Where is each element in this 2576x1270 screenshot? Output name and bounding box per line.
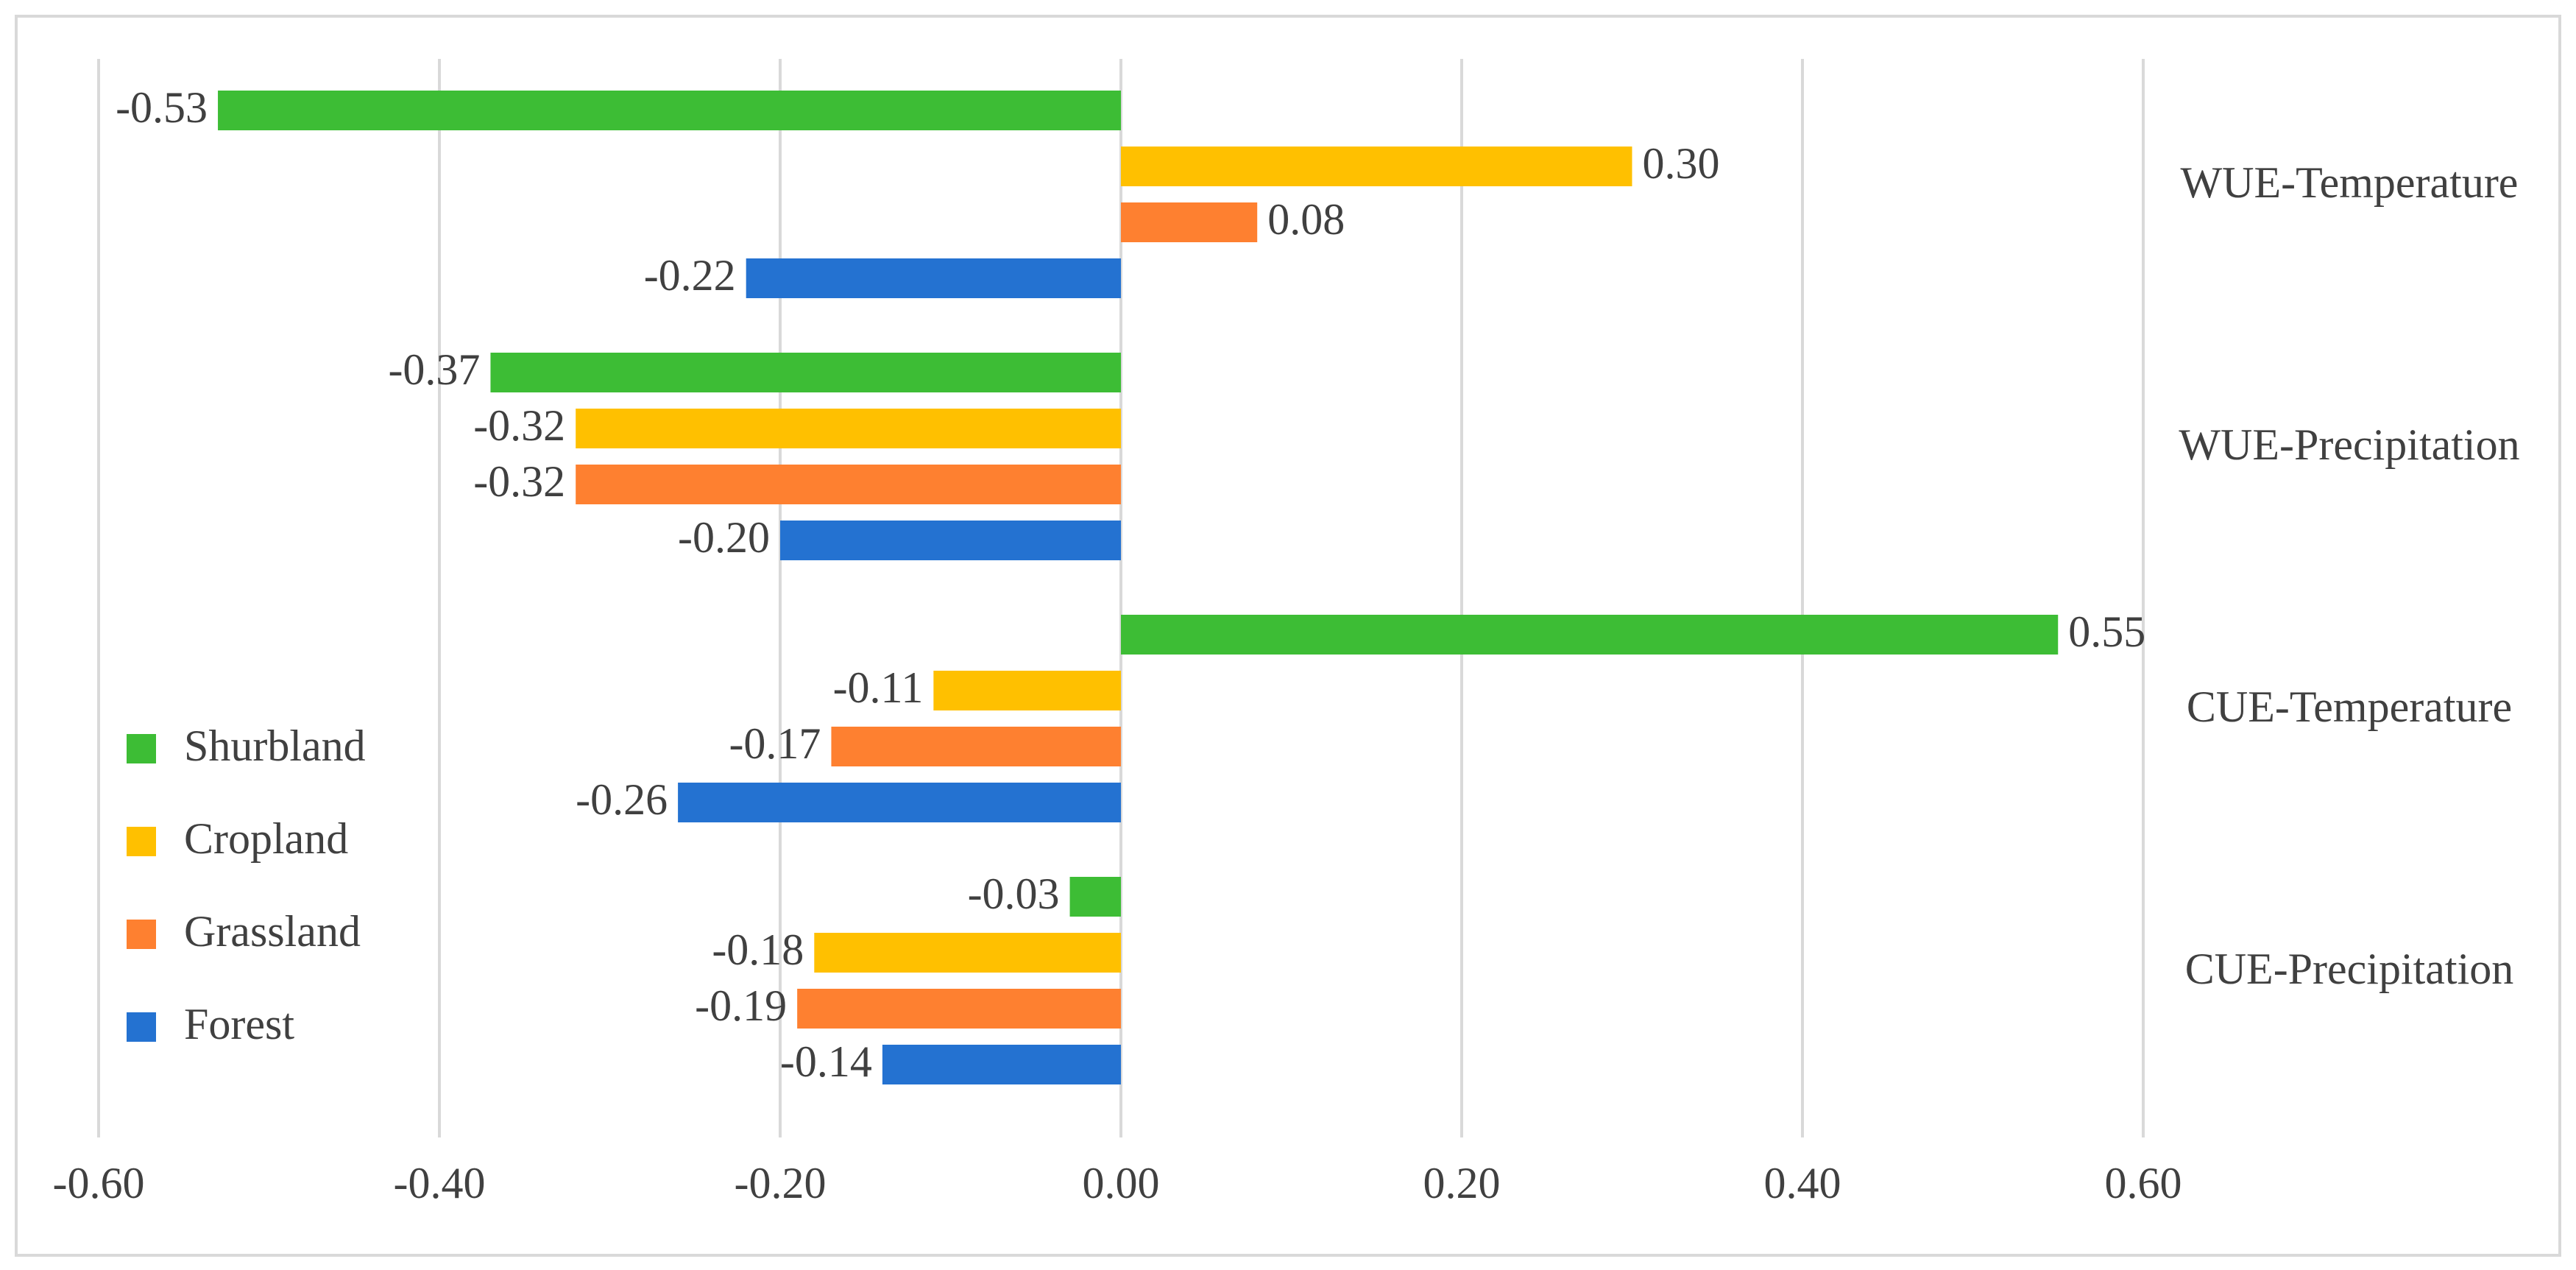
data-label: -0.11 xyxy=(833,663,924,712)
x-tick-label: -0.20 xyxy=(735,1159,827,1207)
bar xyxy=(576,465,1121,504)
data-label: -0.14 xyxy=(780,1037,872,1086)
legend-swatch xyxy=(127,920,156,949)
data-label: -0.53 xyxy=(116,83,208,132)
bar xyxy=(1121,147,1632,186)
bar xyxy=(1121,615,2059,655)
data-label: -0.03 xyxy=(968,869,1060,918)
bar xyxy=(882,1045,1121,1084)
data-label: -0.17 xyxy=(729,719,821,768)
legend-swatch xyxy=(127,827,156,856)
bar xyxy=(780,521,1121,560)
data-label: -0.32 xyxy=(473,401,565,450)
legend-label: Grassland xyxy=(184,907,361,956)
legend-label: Cropland xyxy=(184,814,348,863)
data-label: 0.30 xyxy=(1643,139,1720,188)
x-tick-label: 0.60 xyxy=(2105,1159,2182,1207)
legend-label: Shurbland xyxy=(184,722,366,770)
x-tick-label: 0.00 xyxy=(1083,1159,1160,1207)
data-label: -0.22 xyxy=(644,251,736,300)
bar xyxy=(1121,202,1258,242)
category-label: CUE-Temperature xyxy=(2187,682,2512,731)
data-label: 0.08 xyxy=(1267,195,1345,244)
bar xyxy=(831,727,1121,766)
bar xyxy=(218,91,1121,130)
data-label: 0.55 xyxy=(2068,607,2145,656)
category-label: WUE-Temperature xyxy=(2181,158,2519,207)
x-tick-label: -0.60 xyxy=(53,1159,145,1207)
category-label: CUE-Precipitation xyxy=(2185,945,2514,993)
bar xyxy=(490,353,1121,392)
bar xyxy=(933,671,1121,710)
data-label: -0.20 xyxy=(678,513,770,562)
x-tick-label: 0.20 xyxy=(1423,1159,1501,1207)
bar xyxy=(1069,877,1121,917)
bar xyxy=(746,258,1121,298)
bar xyxy=(678,783,1121,822)
category-label: WUE-Precipitation xyxy=(2179,420,2519,469)
data-label: -0.19 xyxy=(695,981,787,1030)
legend-label: Forest xyxy=(184,1000,294,1048)
data-label: -0.37 xyxy=(388,345,480,394)
legend-swatch xyxy=(127,1012,156,1042)
data-label: -0.32 xyxy=(473,457,565,506)
bar xyxy=(576,409,1121,448)
data-label: -0.18 xyxy=(712,925,804,974)
x-tick-label: 0.40 xyxy=(1764,1159,1841,1207)
legend-swatch xyxy=(127,734,156,763)
bar xyxy=(797,989,1121,1029)
x-tick-label: -0.40 xyxy=(394,1159,486,1207)
data-label: -0.26 xyxy=(576,775,668,824)
bar xyxy=(814,933,1121,973)
